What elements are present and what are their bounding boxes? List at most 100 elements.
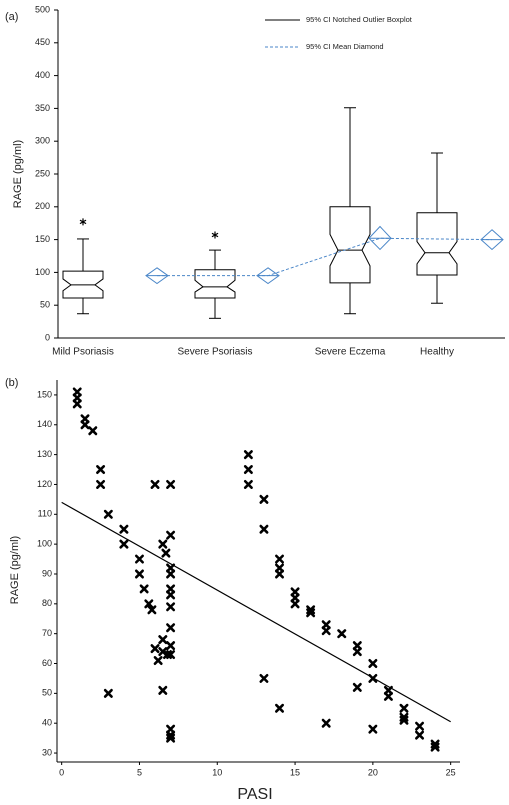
mean-line bbox=[157, 237, 493, 277]
point bbox=[147, 605, 157, 615]
point bbox=[275, 703, 285, 713]
y-tick-label: 130 bbox=[37, 449, 52, 459]
point bbox=[134, 554, 144, 564]
point bbox=[80, 420, 90, 430]
point bbox=[158, 635, 168, 645]
point bbox=[430, 742, 440, 752]
y-tick-label: 100 bbox=[37, 539, 52, 549]
point bbox=[150, 479, 160, 489]
y-axis-label: RAGE (pg/ml) bbox=[12, 140, 24, 208]
panel-label: (b) bbox=[5, 377, 18, 389]
point bbox=[290, 599, 300, 609]
point bbox=[166, 641, 176, 651]
y-tick-label: 80 bbox=[42, 598, 52, 608]
point bbox=[158, 685, 168, 695]
point bbox=[166, 530, 176, 540]
x-tick-label: Severe Psoriasis bbox=[177, 347, 252, 358]
point bbox=[259, 524, 269, 534]
panel-label: (a) bbox=[5, 11, 18, 23]
notched-box bbox=[329, 206, 371, 284]
y-tick-label: 150 bbox=[35, 234, 50, 244]
x-tick-label: Healthy bbox=[420, 347, 454, 358]
point bbox=[368, 659, 378, 669]
x-tick-label: 15 bbox=[290, 767, 300, 777]
point bbox=[166, 590, 176, 600]
y-tick-label: 60 bbox=[42, 658, 52, 668]
point bbox=[88, 426, 98, 436]
point bbox=[166, 602, 176, 612]
notched-box bbox=[416, 212, 458, 276]
point bbox=[399, 715, 409, 725]
point bbox=[352, 647, 362, 657]
x-axis-label: PASI bbox=[237, 786, 272, 803]
point bbox=[166, 623, 176, 633]
y-tick-label: 30 bbox=[42, 747, 52, 757]
point bbox=[399, 703, 409, 713]
point bbox=[337, 629, 347, 639]
x-tick-label: 25 bbox=[446, 767, 456, 777]
point bbox=[275, 569, 285, 579]
point bbox=[119, 539, 129, 549]
mean-diamond bbox=[368, 225, 392, 251]
y-tick-label: 50 bbox=[42, 688, 52, 698]
point bbox=[158, 539, 168, 549]
point bbox=[275, 554, 285, 564]
point bbox=[153, 656, 163, 666]
y-tick-label: 90 bbox=[42, 568, 52, 578]
y-tick-label: 140 bbox=[37, 419, 52, 429]
y-tick-label: 40 bbox=[42, 718, 52, 728]
y-tick-label: 150 bbox=[37, 389, 52, 399]
y-tick-label: 300 bbox=[35, 136, 50, 146]
point bbox=[103, 509, 113, 519]
outlier bbox=[211, 231, 219, 239]
point bbox=[166, 569, 176, 579]
y-tick-label: 250 bbox=[35, 168, 50, 178]
point bbox=[166, 650, 176, 660]
point bbox=[103, 688, 113, 698]
point bbox=[96, 479, 106, 489]
mean-diamond bbox=[145, 267, 169, 285]
x-tick-label: Mild Psoriasis bbox=[52, 347, 114, 358]
point bbox=[134, 569, 144, 579]
point bbox=[259, 673, 269, 683]
point bbox=[352, 682, 362, 692]
x-tick-label: Severe Eczema bbox=[315, 347, 386, 358]
point bbox=[321, 626, 331, 636]
point bbox=[139, 584, 149, 594]
point bbox=[321, 718, 331, 728]
notched-box bbox=[194, 269, 236, 299]
fit-line bbox=[61, 501, 451, 723]
legend-label: 95% CI Notched Outlier Boxplot bbox=[306, 15, 413, 24]
outlier bbox=[79, 218, 87, 226]
y-tick-label: 0 bbox=[45, 332, 50, 342]
y-axis-label: RAGE (pg/ml) bbox=[9, 536, 21, 604]
point bbox=[166, 479, 176, 489]
x-tick-label: 20 bbox=[368, 767, 378, 777]
point bbox=[243, 479, 253, 489]
y-tick-label: 450 bbox=[35, 37, 50, 47]
point bbox=[119, 524, 129, 534]
point bbox=[144, 599, 154, 609]
y-tick-label: 70 bbox=[42, 628, 52, 638]
legend-label: 95% CI Mean Diamond bbox=[306, 42, 384, 51]
point bbox=[72, 399, 82, 409]
point bbox=[259, 494, 269, 504]
mean-diamond bbox=[256, 267, 280, 285]
y-tick-label: 500 bbox=[35, 4, 50, 14]
y-tick-label: 200 bbox=[35, 201, 50, 211]
y-tick-label: 350 bbox=[35, 103, 50, 113]
y-tick-label: 110 bbox=[38, 509, 52, 519]
point bbox=[243, 450, 253, 460]
x-tick-label: 10 bbox=[212, 767, 222, 777]
y-tick-label: 100 bbox=[35, 267, 50, 277]
point bbox=[415, 721, 425, 731]
point bbox=[161, 548, 171, 558]
point bbox=[96, 465, 106, 475]
point bbox=[150, 644, 160, 654]
point bbox=[415, 730, 425, 740]
x-tick-label: 5 bbox=[137, 767, 142, 777]
point bbox=[243, 465, 253, 475]
point bbox=[306, 608, 316, 618]
point bbox=[166, 733, 176, 743]
